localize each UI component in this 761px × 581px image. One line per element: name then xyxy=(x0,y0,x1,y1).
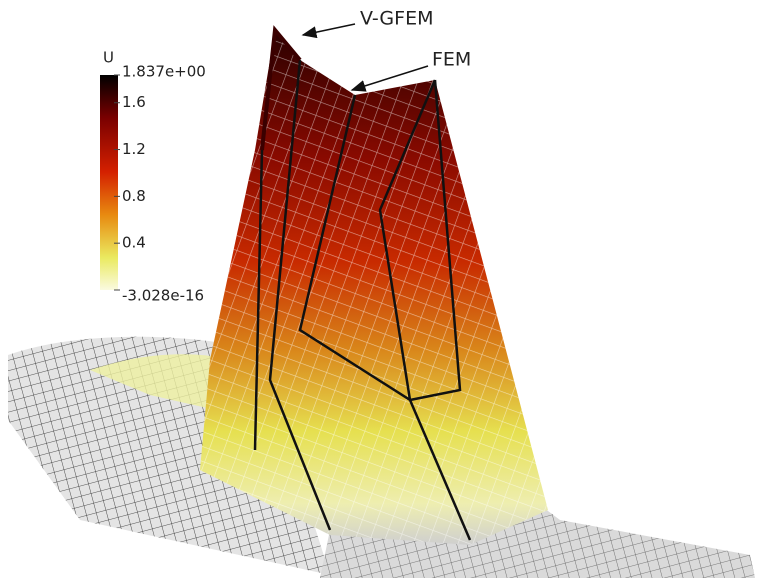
annotations: V-GFEM FEM xyxy=(301,8,471,92)
colorbar-tick-label: 0.8 xyxy=(122,187,146,205)
colorbar-end-label: 1.837e+00 xyxy=(122,63,206,81)
colorbar-tick-label: 1.6 xyxy=(122,93,146,111)
colorbar-tick-label: 0.4 xyxy=(122,234,146,252)
vgfem-label: V-GFEM xyxy=(360,8,434,30)
surface xyxy=(8,25,755,578)
vgfem-arrow xyxy=(301,23,356,39)
peak-mesh xyxy=(200,30,548,545)
colorbar-end-label: -3.028e-16 xyxy=(122,287,204,305)
fem-label: FEM xyxy=(432,49,471,71)
vgfem-peak xyxy=(260,25,302,151)
fem-arrow xyxy=(350,65,429,92)
colorbar: U 1.837e+00 -3.028e-16 1.6 1.2 0.8 0.4 xyxy=(100,49,206,305)
colorbar-tick-label: 1.2 xyxy=(122,140,146,158)
colorbar-ramp xyxy=(100,75,118,290)
colorbar-title: U xyxy=(103,49,114,67)
